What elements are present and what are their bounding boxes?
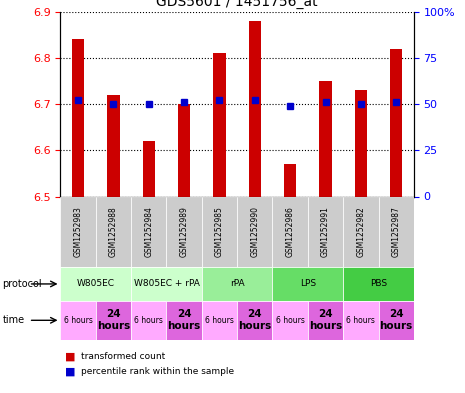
Bar	[249, 21, 261, 196]
Text: GSM1252985: GSM1252985	[215, 206, 224, 257]
Text: time: time	[2, 315, 25, 325]
Bar	[107, 95, 120, 196]
Bar	[308, 301, 343, 340]
Text: transformed count: transformed count	[81, 353, 166, 361]
Text: LPS: LPS	[300, 279, 316, 288]
Text: ■: ■	[65, 352, 76, 362]
Text: GSM1252984: GSM1252984	[144, 206, 153, 257]
Text: ■: ■	[65, 366, 76, 376]
Text: GSM1252988: GSM1252988	[109, 206, 118, 257]
Bar	[166, 196, 202, 267]
Bar	[272, 196, 308, 267]
Text: 6 hours: 6 hours	[134, 316, 163, 325]
Text: 24
hours: 24 hours	[97, 310, 130, 331]
Text: 24
hours: 24 hours	[379, 310, 413, 331]
Text: GSM1252983: GSM1252983	[73, 206, 83, 257]
Bar	[272, 301, 308, 340]
Bar	[60, 196, 96, 267]
Bar	[343, 196, 379, 267]
Text: percentile rank within the sample: percentile rank within the sample	[81, 367, 234, 376]
Bar	[379, 196, 414, 267]
Text: protocol: protocol	[2, 279, 42, 289]
Bar	[319, 81, 332, 196]
Bar	[60, 301, 96, 340]
Text: 24
hours: 24 hours	[309, 310, 342, 331]
Bar	[131, 267, 202, 301]
Bar	[308, 196, 343, 267]
Text: GSM1252990: GSM1252990	[250, 206, 259, 257]
Bar	[96, 301, 131, 340]
Bar	[202, 301, 237, 340]
Text: 6 hours: 6 hours	[205, 316, 234, 325]
Bar	[202, 196, 237, 267]
Bar	[72, 40, 84, 197]
Text: GSM1252987: GSM1252987	[392, 206, 401, 257]
Bar	[343, 267, 414, 301]
Text: GSM1252982: GSM1252982	[356, 206, 365, 257]
Text: W805EC + rPA: W805EC + rPA	[133, 279, 199, 288]
Bar	[355, 90, 367, 196]
Bar	[143, 141, 155, 196]
Bar	[284, 164, 296, 196]
Text: rPA: rPA	[230, 279, 245, 288]
Bar	[202, 267, 272, 301]
Bar	[237, 196, 272, 267]
Bar	[178, 104, 190, 196]
Text: W805EC: W805EC	[77, 279, 115, 288]
Text: GSM1252986: GSM1252986	[286, 206, 295, 257]
Text: PBS: PBS	[370, 279, 387, 288]
Bar	[390, 49, 402, 196]
Title: GDS5601 / 1451756_at: GDS5601 / 1451756_at	[156, 0, 318, 9]
Bar	[237, 301, 272, 340]
Text: 6 hours: 6 hours	[276, 316, 305, 325]
Bar	[166, 301, 202, 340]
Text: 24
hours: 24 hours	[167, 310, 201, 331]
Bar	[379, 301, 414, 340]
Bar	[213, 53, 226, 196]
Bar	[60, 267, 131, 301]
Bar	[131, 196, 166, 267]
Bar	[131, 301, 166, 340]
Text: 6 hours: 6 hours	[346, 316, 375, 325]
Text: GSM1252991: GSM1252991	[321, 206, 330, 257]
Text: 6 hours: 6 hours	[64, 316, 93, 325]
Bar	[96, 196, 131, 267]
Bar	[272, 267, 343, 301]
Text: 24
hours: 24 hours	[238, 310, 272, 331]
Bar	[343, 301, 379, 340]
Text: GSM1252989: GSM1252989	[179, 206, 189, 257]
